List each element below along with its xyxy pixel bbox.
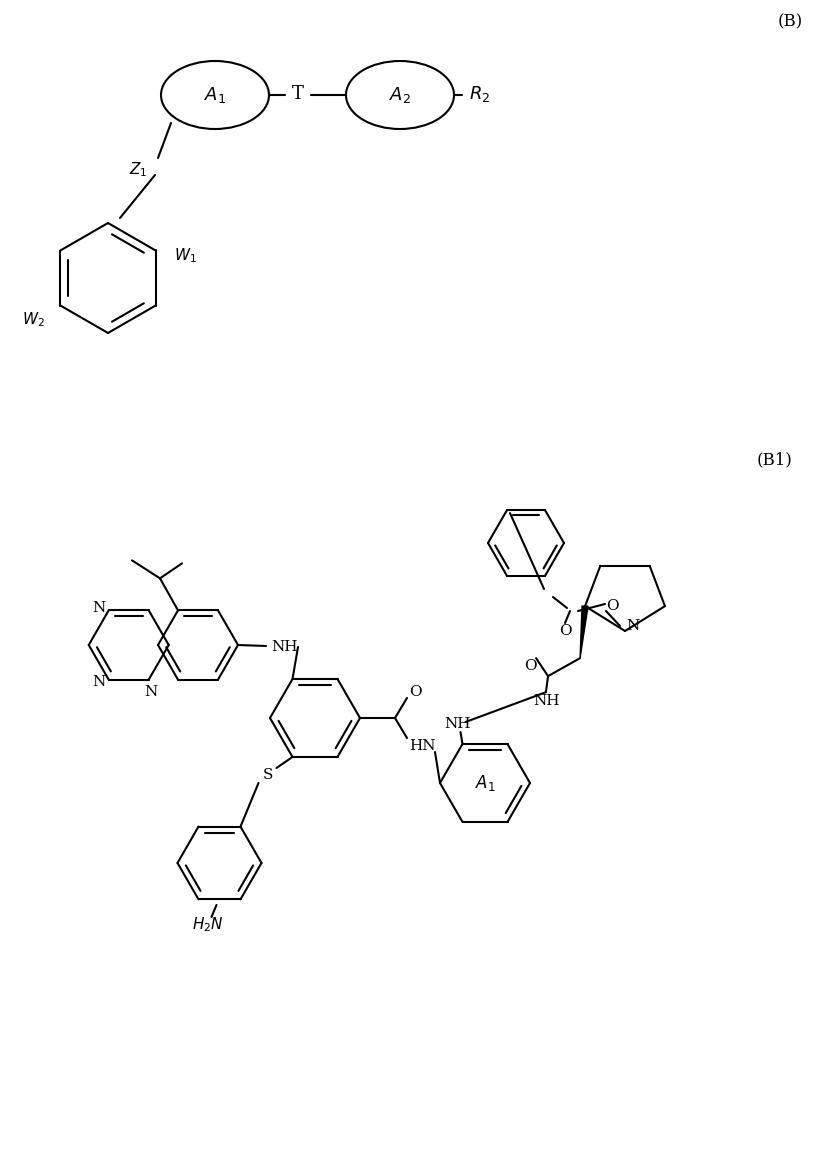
Text: S: S (263, 767, 273, 782)
Text: $A_1$: $A_1$ (475, 773, 496, 793)
Text: (B): (B) (777, 14, 803, 30)
Text: O: O (409, 685, 421, 699)
Text: N: N (92, 601, 106, 615)
Text: N: N (144, 684, 157, 698)
Text: NH: NH (533, 694, 559, 709)
Text: $H_2N$: $H_2N$ (192, 915, 223, 935)
Text: O: O (558, 624, 572, 638)
Text: $W_2$: $W_2$ (21, 310, 45, 329)
Text: $R_2$: $R_2$ (469, 84, 491, 104)
Text: N: N (92, 675, 106, 689)
Text: NH: NH (272, 640, 298, 654)
Polygon shape (580, 606, 588, 658)
Text: $A_1$: $A_1$ (204, 85, 226, 105)
Text: N: N (626, 619, 639, 634)
Text: (B1): (B1) (757, 451, 793, 469)
Text: NH: NH (444, 717, 471, 730)
Text: O: O (524, 659, 536, 673)
Text: O: O (605, 599, 619, 613)
Text: $A_2$: $A_2$ (389, 85, 411, 105)
Text: $W_1$: $W_1$ (173, 247, 197, 265)
Text: HN: HN (409, 739, 435, 754)
Text: $Z_1$: $Z_1$ (129, 160, 147, 179)
Text: T: T (292, 85, 304, 103)
